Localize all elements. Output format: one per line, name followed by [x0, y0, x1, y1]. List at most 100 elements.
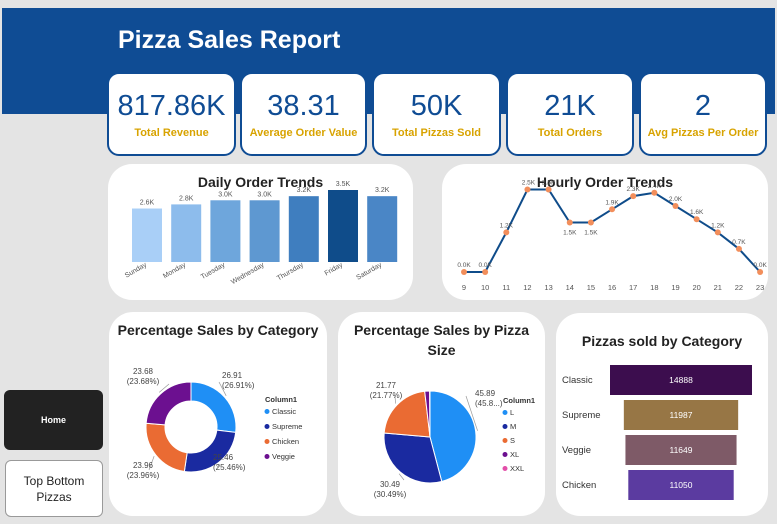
pie-percent-label: (23.68%): [127, 377, 160, 386]
hourly-data-point: [609, 206, 616, 213]
legend-marker: [502, 452, 508, 457]
kpi-value: 50K: [410, 90, 463, 122]
pie-percent-label: (21.77%): [370, 391, 403, 400]
pie-value-label: 30.49: [380, 480, 401, 489]
hourly-data-label: 1.5K: [584, 230, 598, 237]
legend-item: XL: [510, 450, 519, 459]
daily-bar: [171, 204, 202, 262]
sold-category-label: Veggie: [562, 445, 591, 456]
hourly-data-point: [461, 269, 467, 275]
hourly-axis-tick: 21: [714, 283, 722, 292]
hourly-axis-tick: 16: [608, 283, 616, 292]
daily-order-trends-card: Daily Order Trends 2.6K Sunday 2.8K Monday 3…: [108, 164, 413, 300]
daily-bar: [288, 196, 319, 262]
daily-category-label: Tuesday: [200, 261, 227, 281]
sold-category-label: Classic: [562, 375, 593, 386]
daily-data-label: 3.2K: [375, 187, 390, 194]
home-nav-button[interactable]: Home: [4, 390, 103, 450]
legend-item: Veggie: [272, 452, 295, 461]
kpi-label: Average Order Value: [249, 127, 358, 139]
hourly-data-label: 1.6K: [690, 209, 704, 216]
legend-marker: [502, 438, 508, 443]
kpi-value: 38.31: [267, 90, 340, 122]
kpi-card-total-revenue: 817.86K Total Revenue: [107, 72, 236, 156]
pie-value-label: 23.68: [133, 367, 154, 376]
sold-bar-value: 11649: [669, 445, 692, 455]
pie-value-label: 23.96: [133, 461, 154, 470]
kpi-value: 817.86K: [117, 90, 226, 122]
kpi-card-total-orders: 21K Total Orders: [506, 72, 634, 156]
legend-title: Column1: [503, 396, 535, 405]
hourly-data-point: [545, 186, 552, 193]
daily-bar: [249, 200, 280, 262]
daily-bar: [367, 196, 398, 262]
hourly-axis-tick: 22: [735, 283, 743, 292]
legend-marker: [264, 439, 270, 444]
hourly-axis-tick: 17: [629, 283, 637, 292]
hourly-data-label: 2.4K: [648, 183, 662, 190]
kpi-label: Avg Pizzas Per Order: [647, 127, 759, 139]
daily-data-label: 2.8K: [179, 195, 194, 202]
hourly-data-label: 2.0K: [669, 196, 683, 203]
hourly-axis-tick: 14: [566, 283, 574, 292]
sold-bar: [623, 400, 739, 430]
hourly-data-label: 1.2K: [500, 222, 514, 229]
kpi-value: 2: [694, 90, 712, 122]
hourly-axis-tick: 12: [523, 283, 531, 292]
hourly-axis-tick: 13: [544, 283, 552, 292]
hourly-data-point: [757, 269, 764, 275]
hourly-data-point: [482, 269, 489, 275]
legend-item: S: [510, 436, 515, 445]
kpi-label: Total Orders: [537, 127, 603, 139]
hourly-axis-tick: 19: [671, 283, 679, 292]
sold-bar-value: 11987: [669, 410, 692, 420]
sold-bar: [625, 435, 737, 465]
sold-bar-value: 14888: [669, 375, 693, 385]
legend-item: XXL: [510, 464, 524, 473]
daily-category-label: Friday: [324, 261, 345, 277]
pie-value-label: 26.91: [222, 371, 243, 380]
pie-percent-label: (23.96%): [127, 471, 160, 480]
legend-item: Chicken: [272, 437, 299, 446]
hourly-data-point: [735, 245, 742, 252]
daily-category-label: Wednesday: [230, 261, 266, 286]
kpi-value: 21K: [544, 90, 596, 122]
hourly-data-point: [672, 203, 679, 209]
chart-title-line2: Size: [427, 342, 456, 358]
pie-percent-label: (30.49%): [374, 490, 407, 499]
legend-marker: [502, 424, 508, 429]
legend-item: L: [510, 408, 514, 417]
daily-bar: [132, 208, 162, 262]
kpi-card-total-pizzas-sold: 50K Total Pizzas Sold: [372, 72, 501, 156]
hourly-data-label: 1.5K: [563, 230, 577, 237]
hourly-data-point: [630, 193, 637, 200]
sold-bar-value: 11050: [669, 480, 692, 490]
hourly-data-label: 1.9K: [605, 199, 619, 206]
legend-item: Supreme: [272, 422, 302, 431]
chart-title: Percentage Sales by Category: [117, 322, 319, 338]
pie-leader-line: [394, 395, 396, 404]
daily-data-label: 3.0K: [257, 191, 272, 198]
pie-leader-line: [216, 464, 220, 468]
hourly-axis-tick: 10: [481, 283, 489, 292]
kpi-card-average-order-value: 38.31 Average Order Value: [240, 72, 367, 156]
pie-leader-line: [465, 395, 478, 431]
hourly-data-label: 2.5K: [522, 180, 536, 187]
pie-leader-line: [148, 456, 155, 471]
top-bottom-pizzas-nav-button[interactable]: Top Bottom Pizzas: [5, 460, 103, 517]
pie-slice: [383, 432, 443, 484]
hourly-data-point: [693, 216, 700, 223]
legend-marker: [264, 454, 270, 459]
hourly-data-label: 0.0K: [457, 262, 471, 269]
page-title: Pizza Sales Report: [118, 26, 341, 54]
daily-data-label: 2.6K: [140, 200, 155, 207]
daily-category-label: Thursday: [276, 261, 305, 282]
legend-marker: [502, 410, 508, 415]
hourly-order-trends-chart: 0.0K 9 0.0K 10 1.2K 11 2.5K 12 2.5K 13 1.5K 14 1.5K 1…: [457, 180, 767, 293]
hourly-axis-tick: 15: [587, 283, 595, 292]
legend-marker: [264, 424, 270, 429]
pizzas-sold-by-category-card: Pizzas sold by Category Classic 14888 Supr…: [556, 313, 768, 516]
pie-slice: [429, 390, 477, 483]
hourly-axis-tick: 23: [756, 283, 764, 292]
percentage-sales-by-category-card: Percentage Sales by Category 26.91 (26.91…: [109, 312, 327, 516]
